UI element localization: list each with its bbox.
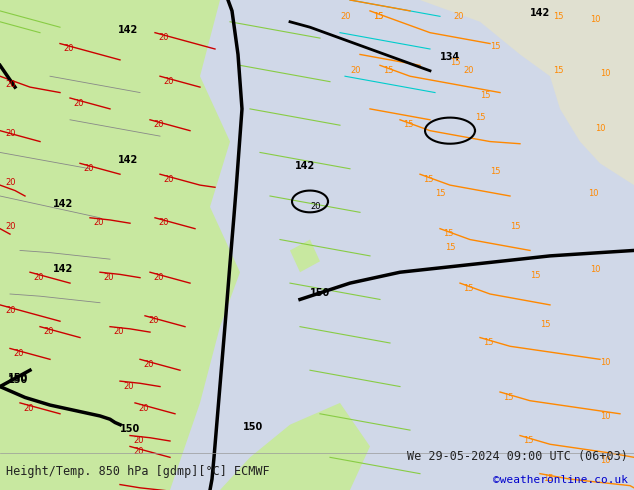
Text: Height/Temp. 850 hPa [gdmp][°C] ECMWF: Height/Temp. 850 hPa [gdmp][°C] ECMWF bbox=[6, 465, 270, 478]
Text: 20: 20 bbox=[123, 382, 134, 391]
Text: 150: 150 bbox=[310, 288, 330, 298]
Polygon shape bbox=[290, 240, 320, 272]
Text: 20: 20 bbox=[133, 436, 143, 445]
Text: 15: 15 bbox=[445, 244, 455, 252]
Polygon shape bbox=[0, 250, 80, 316]
Text: 20: 20 bbox=[103, 273, 113, 282]
Text: 20: 20 bbox=[23, 403, 34, 413]
Text: 15: 15 bbox=[483, 338, 493, 347]
Text: 10: 10 bbox=[600, 456, 611, 465]
Text: 15: 15 bbox=[490, 42, 500, 51]
Text: 20: 20 bbox=[73, 98, 84, 108]
Text: 20: 20 bbox=[350, 66, 361, 75]
Text: 15: 15 bbox=[435, 189, 446, 198]
Text: 15: 15 bbox=[423, 175, 434, 184]
Text: 20: 20 bbox=[113, 327, 124, 336]
Text: 20: 20 bbox=[463, 66, 474, 75]
Text: 10: 10 bbox=[600, 412, 611, 421]
Text: 150: 150 bbox=[8, 373, 29, 383]
Text: 20: 20 bbox=[93, 219, 103, 227]
Text: 150: 150 bbox=[8, 375, 29, 385]
Text: 20: 20 bbox=[163, 175, 174, 184]
Text: 10: 10 bbox=[595, 123, 605, 133]
Text: 20: 20 bbox=[5, 221, 15, 231]
Text: 20: 20 bbox=[153, 273, 164, 282]
Text: 20: 20 bbox=[63, 44, 74, 53]
Text: 15: 15 bbox=[553, 66, 564, 75]
Text: 20: 20 bbox=[133, 447, 143, 456]
Text: 15: 15 bbox=[480, 91, 491, 100]
Text: 20: 20 bbox=[158, 33, 169, 42]
Polygon shape bbox=[0, 0, 240, 490]
Text: 20: 20 bbox=[13, 349, 23, 358]
Text: 10: 10 bbox=[600, 358, 611, 367]
Text: 134: 134 bbox=[440, 52, 460, 62]
Text: 20: 20 bbox=[138, 403, 148, 413]
Text: 142: 142 bbox=[530, 8, 550, 18]
Text: 20: 20 bbox=[83, 164, 93, 173]
Text: 15: 15 bbox=[540, 319, 550, 329]
Text: 142: 142 bbox=[295, 161, 315, 171]
Text: 10: 10 bbox=[588, 189, 598, 198]
Text: 20: 20 bbox=[158, 219, 169, 227]
Text: 20: 20 bbox=[453, 11, 463, 21]
Text: 15: 15 bbox=[503, 392, 514, 402]
Text: 15: 15 bbox=[443, 229, 453, 238]
Text: 10: 10 bbox=[590, 15, 600, 24]
Text: 142: 142 bbox=[118, 155, 138, 165]
Text: We 29-05-2024 09:00 UTC (06+03): We 29-05-2024 09:00 UTC (06+03) bbox=[407, 450, 628, 463]
Text: 20: 20 bbox=[153, 121, 164, 129]
Text: 10: 10 bbox=[590, 265, 600, 274]
Text: 20: 20 bbox=[340, 11, 351, 21]
Text: 150: 150 bbox=[243, 422, 263, 432]
Text: 20: 20 bbox=[5, 129, 15, 138]
Text: 20: 20 bbox=[148, 317, 158, 325]
Text: 10: 10 bbox=[600, 69, 611, 78]
Polygon shape bbox=[220, 403, 370, 490]
Text: 20: 20 bbox=[5, 305, 15, 315]
Text: 20: 20 bbox=[5, 178, 15, 187]
Text: 15: 15 bbox=[463, 284, 474, 293]
Text: 15: 15 bbox=[490, 167, 500, 176]
Text: 15: 15 bbox=[553, 11, 564, 21]
Text: 15: 15 bbox=[383, 66, 394, 75]
Text: 20: 20 bbox=[310, 202, 321, 211]
Text: 15: 15 bbox=[523, 436, 533, 445]
Text: 142: 142 bbox=[53, 199, 74, 209]
Text: 15: 15 bbox=[530, 270, 541, 280]
Text: 20: 20 bbox=[43, 327, 53, 336]
Text: 20: 20 bbox=[5, 80, 15, 89]
Text: 20: 20 bbox=[33, 273, 44, 282]
Text: 15: 15 bbox=[510, 221, 521, 231]
Text: 15: 15 bbox=[373, 11, 384, 21]
Text: 15: 15 bbox=[403, 121, 413, 129]
Text: 15: 15 bbox=[450, 58, 460, 67]
Text: 20: 20 bbox=[163, 77, 174, 86]
Text: 15: 15 bbox=[543, 474, 553, 483]
Text: 15: 15 bbox=[475, 113, 486, 122]
Text: 150: 150 bbox=[120, 424, 140, 434]
Text: 15: 15 bbox=[373, 11, 384, 21]
Text: ©weatheronline.co.uk: ©weatheronline.co.uk bbox=[493, 475, 628, 485]
Polygon shape bbox=[420, 0, 634, 185]
Text: 20: 20 bbox=[143, 360, 153, 369]
Text: 142: 142 bbox=[53, 264, 74, 274]
Text: 142: 142 bbox=[118, 24, 138, 35]
